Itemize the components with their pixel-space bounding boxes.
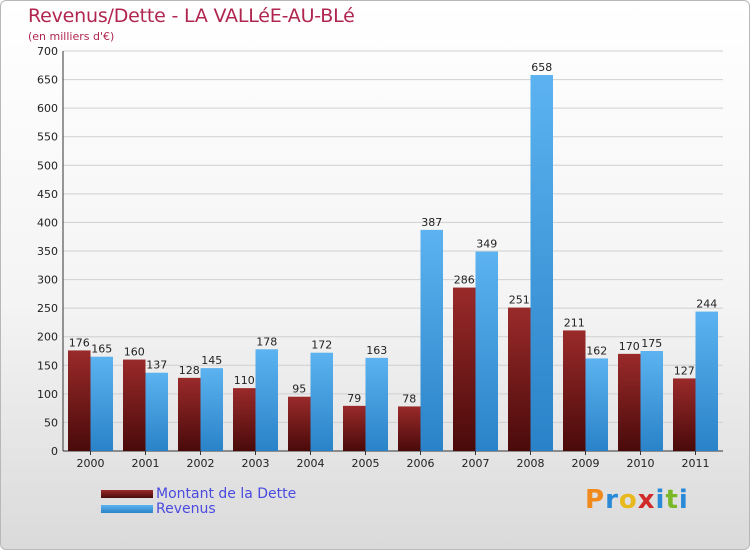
y-tick-label: 0 — [51, 445, 58, 458]
revenue-value-label-2003: 178 — [256, 335, 277, 348]
x-tick-label-2011: 2011 — [682, 457, 710, 470]
debt-value-label-2010: 170 — [619, 340, 640, 353]
y-tick-label: 550 — [37, 131, 58, 144]
debt-bar-2001 — [123, 359, 146, 451]
chart-title: Revenus/Dette - LA VALLéE-AU-BLé — [28, 5, 355, 27]
debt-value-label-2006: 78 — [402, 392, 416, 405]
chart-subtitle: (en milliers d'€) — [28, 30, 115, 43]
debt-bar-2009 — [563, 330, 586, 451]
y-tick-label: 300 — [37, 274, 58, 287]
proxiti-logo: Proxiti — [585, 485, 689, 515]
debt-bar-2008 — [508, 307, 531, 451]
logo-letter: x — [637, 485, 656, 515]
revenue-value-label-2004: 172 — [311, 339, 332, 352]
legend-swatch-debt — [101, 490, 153, 498]
legend-swatch-revenue — [101, 505, 153, 513]
x-tick-label-2009: 2009 — [572, 457, 600, 470]
y-tick-label: 700 — [37, 45, 58, 58]
revenue-bar-2005 — [365, 357, 388, 451]
debt-value-label-2000: 176 — [69, 336, 90, 349]
debt-value-label-2009: 211 — [564, 316, 585, 329]
y-tick-label: 500 — [37, 159, 58, 172]
revenue-bar-2011 — [695, 311, 718, 451]
debt-bar-2010 — [618, 353, 641, 451]
revenue-bar-2002 — [200, 368, 223, 451]
y-tick-label: 150 — [37, 359, 58, 372]
debt-value-label-2003: 110 — [234, 374, 255, 387]
logo-letter: P — [585, 485, 606, 515]
revenue-bar-2009 — [585, 358, 608, 451]
y-tick-label: 250 — [37, 302, 58, 315]
revenue-value-label-2002: 145 — [201, 354, 222, 367]
x-tick-label-2007: 2007 — [462, 457, 490, 470]
x-tick-label-2000: 2000 — [77, 457, 105, 470]
debt-bar-2002 — [178, 377, 201, 451]
x-tick-label-2001: 2001 — [132, 457, 160, 470]
revenue-value-label-2007: 349 — [476, 238, 497, 251]
logo-letter: i — [678, 485, 689, 515]
revenue-bar-2000 — [90, 356, 113, 451]
legend-label-debt: Montant de la Dette — [156, 486, 297, 502]
revenue-bar-2007 — [475, 251, 498, 451]
x-tick-label-2004: 2004 — [297, 457, 325, 470]
revenue-value-label-2001: 137 — [146, 359, 167, 372]
debt-value-label-2008: 251 — [509, 294, 530, 307]
logo-letter: i — [655, 485, 666, 515]
debt-bar-2007 — [453, 287, 476, 451]
debt-value-label-2001: 160 — [124, 346, 145, 359]
revenue-value-label-2011: 244 — [696, 298, 717, 311]
revenue-value-label-2008: 658 — [531, 61, 552, 74]
x-tick-label-2006: 2006 — [407, 457, 435, 470]
y-tick-label: 100 — [37, 388, 58, 401]
revenue-bar-2010 — [640, 351, 663, 451]
revenue-value-label-2000: 165 — [91, 343, 112, 356]
logo-letter: t — [665, 485, 679, 515]
logo-letter: r — [605, 485, 619, 515]
revenue-value-label-2006: 387 — [421, 216, 442, 229]
debt-bar-2004 — [288, 396, 311, 451]
bar-layer — [68, 75, 718, 451]
x-tick-label-2003: 2003 — [242, 457, 270, 470]
revenue-value-label-2010: 175 — [641, 337, 662, 350]
revenue-bar-2008 — [530, 75, 553, 451]
debt-value-label-2002: 128 — [179, 364, 200, 377]
debt-value-label-2007: 286 — [454, 274, 475, 287]
debt-bar-2003 — [233, 388, 256, 451]
logo-letter: o — [618, 485, 638, 515]
y-tick-label: 650 — [37, 74, 58, 87]
revenue-value-label-2009: 162 — [586, 344, 607, 357]
axis-layer: 0 50 100 150 200 250 300 350 400 450 500 550 600 650 7… — [37, 45, 723, 470]
y-tick-label: 200 — [37, 331, 58, 344]
debt-bar-2000 — [68, 350, 91, 451]
revenue-bar-2004 — [310, 352, 333, 451]
revenue-bar-2006 — [420, 229, 443, 451]
y-tick-label: 50 — [44, 416, 58, 429]
debt-bar-2005 — [343, 405, 366, 451]
legend-label-revenue: Revenus — [156, 501, 216, 517]
y-tick-label: 350 — [37, 245, 58, 258]
revenue-value-label-2005: 163 — [366, 344, 387, 357]
x-tick-label-2010: 2010 — [627, 457, 655, 470]
y-tick-label: 600 — [37, 102, 58, 115]
revenue-bar-2003 — [255, 349, 278, 451]
debt-value-label-2011: 127 — [674, 364, 695, 377]
x-tick-label-2008: 2008 — [517, 457, 545, 470]
y-tick-label: 400 — [37, 216, 58, 229]
debt-bar-2011 — [673, 378, 696, 451]
revenue-bar-2001 — [145, 372, 168, 451]
grid-layer — [63, 50, 723, 452]
debt-value-label-2004: 95 — [292, 383, 306, 396]
x-tick-label-2002: 2002 — [187, 457, 215, 470]
debt-bar-2006 — [398, 406, 421, 451]
debt-value-label-2005: 79 — [347, 392, 361, 405]
y-tick-label: 450 — [37, 188, 58, 201]
x-tick-label-2005: 2005 — [352, 457, 380, 470]
